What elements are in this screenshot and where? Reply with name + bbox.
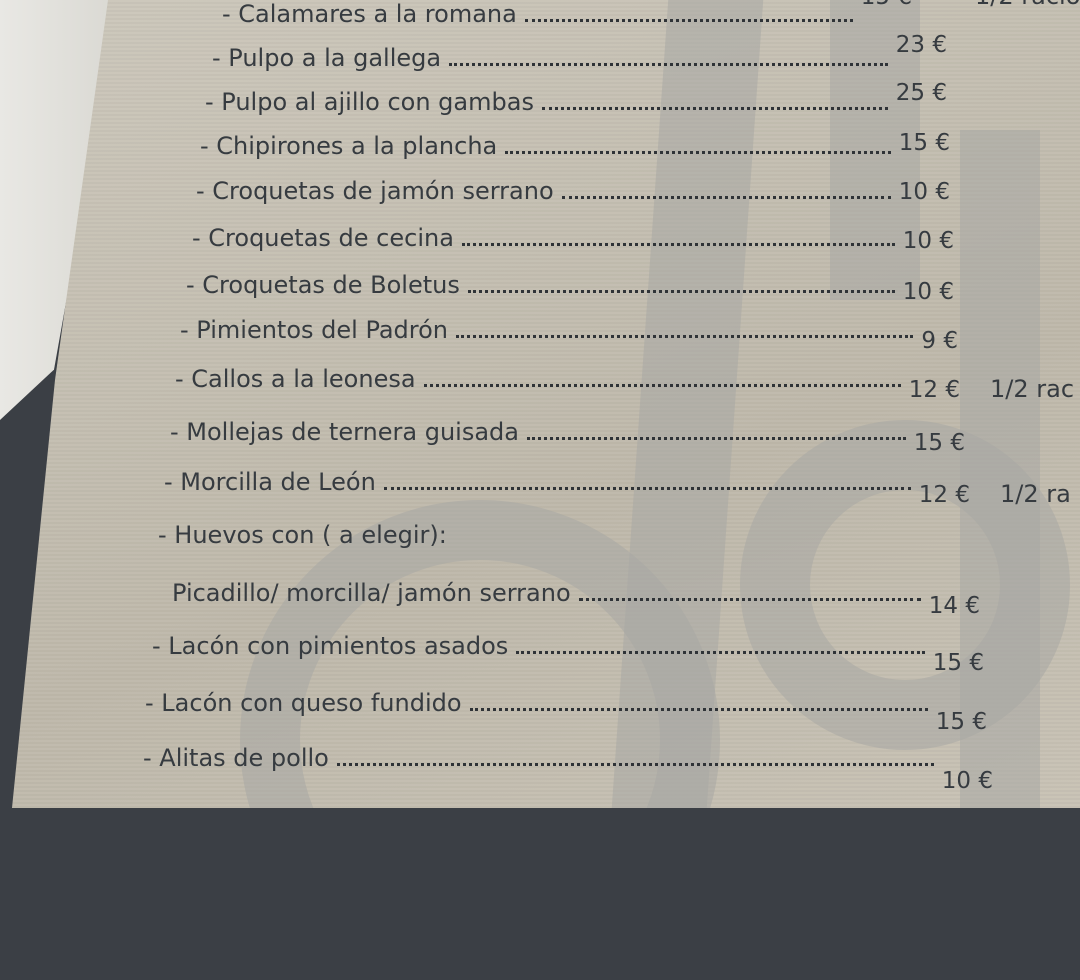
menu-item: - Callos a la leonesa 12 € [175, 365, 960, 403]
menu-item: - Pulpo al ajillo con gambas 25 € [205, 80, 947, 116]
menu-item: - Lacón con queso fundido 15 € [145, 689, 987, 735]
dot-leader [526, 437, 906, 440]
item-price: 10 € [902, 279, 954, 305]
item-name: - Croquetas de jamón serrano [196, 177, 554, 205]
menu-item: - Chipirones a la plancha 15 € [200, 130, 950, 160]
dot-leader [516, 651, 925, 654]
item-name: - Pulpo a la gallega [212, 44, 442, 72]
item-name: - Huevos con ( a elegir): [158, 521, 447, 549]
item-note: 1/2 rac [990, 375, 1075, 403]
item-price: 12 € [908, 377, 960, 403]
dot-leader [578, 598, 921, 601]
dot-leader [524, 19, 853, 22]
item-name: Picadillo/ morcilla/ jamón serrano [172, 579, 571, 607]
dot-leader [561, 196, 891, 199]
item-price: 12 € [918, 482, 970, 508]
watermark-stroke [240, 500, 720, 808]
item-price: 15 € [898, 130, 950, 156]
dot-leader [469, 708, 928, 711]
menu-item: - Croquetas de cecina 10 € [192, 224, 954, 254]
dot-leader [383, 487, 911, 490]
item-note: 1/2 ració [975, 0, 1080, 10]
item-price: 15 € [913, 430, 965, 456]
item-price: 15 € [932, 650, 984, 676]
item-price: 15 € [861, 0, 912, 10]
menu-item: - Calamares a la romana 15 € [222, 0, 912, 28]
item-price: 10 € [898, 179, 950, 205]
item-name: - Mollejas de ternera guisada [170, 418, 519, 446]
item-name: - Croquetas de Boletus [186, 271, 460, 299]
dot-leader [505, 151, 891, 154]
dot-leader [336, 763, 934, 766]
item-name: - Pimientos del Padrón [180, 316, 449, 344]
dot-leader [467, 290, 895, 293]
menu-item: - Pulpo a la gallega 23 € [212, 32, 947, 72]
item-note: 1/2 ra [1000, 480, 1071, 508]
menu-item: - Pimientos del Padrón 9 € [180, 316, 958, 354]
item-price: 25 € [895, 80, 947, 106]
item-name: - Morcilla de León [164, 468, 376, 496]
item-price: 14 € [928, 593, 980, 619]
item-name: - Lacón con queso fundido [145, 689, 462, 717]
item-name: - Lacón con pimientos asados [152, 632, 509, 660]
menu-item: - Lacón con pimientos asados 15 € [152, 632, 984, 676]
item-name: - Alitas de pollo [143, 744, 329, 772]
menu-paper [12, 0, 1080, 808]
item-price: 9 € [921, 328, 958, 354]
watermark-stroke [830, 0, 920, 300]
item-price: 10 € [941, 768, 993, 794]
menu-item: - Mollejas de ternera guisada 15 € [170, 418, 965, 456]
menu-item: - Croquetas de jamón serrano 10 € [196, 177, 950, 205]
dot-leader [461, 243, 895, 246]
item-name: - Croquetas de cecina [192, 224, 454, 252]
menu-item: - Alitas de pollo 10 € [143, 744, 993, 794]
dot-leader [541, 107, 888, 110]
menu-item: - Croquetas de Boletus 10 € [186, 271, 954, 305]
item-price: 15 € [935, 709, 987, 735]
item-price: 23 € [895, 32, 947, 58]
item-name: - Callos a la leonesa [175, 365, 416, 393]
dot-leader [423, 384, 901, 387]
dot-leader [449, 63, 888, 66]
item-name: - Chipirones a la plancha [200, 132, 498, 160]
item-price: 10 € [902, 228, 954, 254]
item-name: - Pulpo al ajillo con gambas [205, 88, 534, 116]
menu-item: - Morcilla de León 12 € [164, 468, 970, 508]
dot-leader [456, 335, 914, 338]
menu-item: Picadillo/ morcilla/ jamón serrano 14 € [172, 579, 980, 619]
item-name: - Calamares a la romana [222, 0, 517, 28]
menu-item-heading: - Huevos con ( a elegir): [158, 521, 447, 549]
